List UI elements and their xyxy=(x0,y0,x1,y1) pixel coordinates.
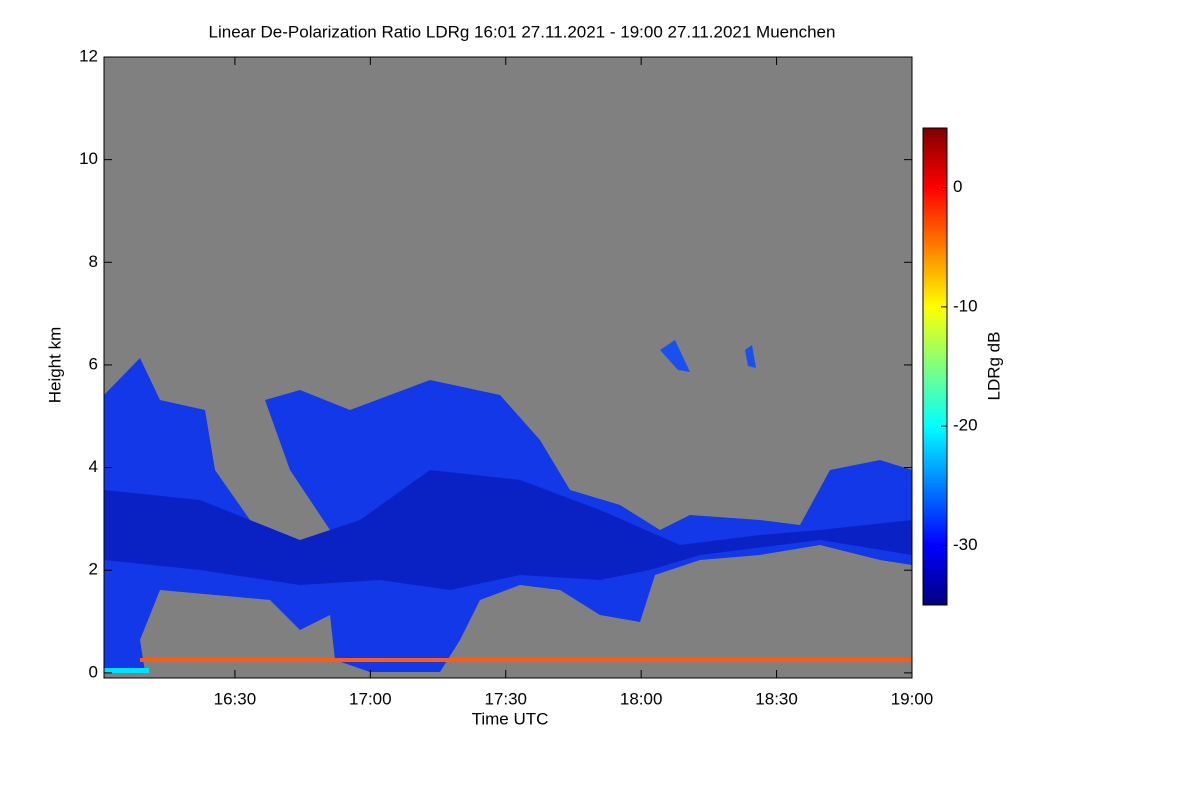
plot-frame xyxy=(103,56,913,679)
colorbar-label: LDRg dB xyxy=(984,332,1003,401)
colorbar-tick-label: 0 xyxy=(953,177,962,196)
y-tick-label: 6 xyxy=(89,354,98,373)
chart-title: Linear De-Polarization Ratio LDRg 16:01 … xyxy=(209,22,836,41)
colorbar xyxy=(922,127,948,606)
y-tick-label: 4 xyxy=(89,457,98,476)
y-tick-label: 12 xyxy=(79,46,98,65)
x-tick-label: 18:30 xyxy=(755,689,798,708)
colorbar-tick-label: -10 xyxy=(953,296,978,315)
x-tick-label: 19:00 xyxy=(891,689,934,708)
colorbar-tick-label: -30 xyxy=(953,535,978,554)
y-tick-label: 0 xyxy=(89,662,98,681)
x-tick-label: 18:00 xyxy=(620,689,663,708)
x-axis-label: Time UTC xyxy=(472,709,549,728)
colorbar-tick-label: -20 xyxy=(953,416,978,435)
cloud-core xyxy=(104,470,912,590)
y-tick-label: 2 xyxy=(89,560,98,579)
x-tick-label: 17:00 xyxy=(349,689,392,708)
x-tick-label: 17:30 xyxy=(484,689,527,708)
cloud-layer xyxy=(104,340,912,673)
x-tick-label: 16:30 xyxy=(214,689,257,708)
y-axis-label: Height km xyxy=(45,327,64,404)
y-tick-label: 10 xyxy=(79,149,98,168)
y-tick-label: 8 xyxy=(89,252,98,271)
surface-layer xyxy=(140,658,912,662)
cloud-region xyxy=(660,340,756,372)
surface-layer xyxy=(104,668,149,673)
